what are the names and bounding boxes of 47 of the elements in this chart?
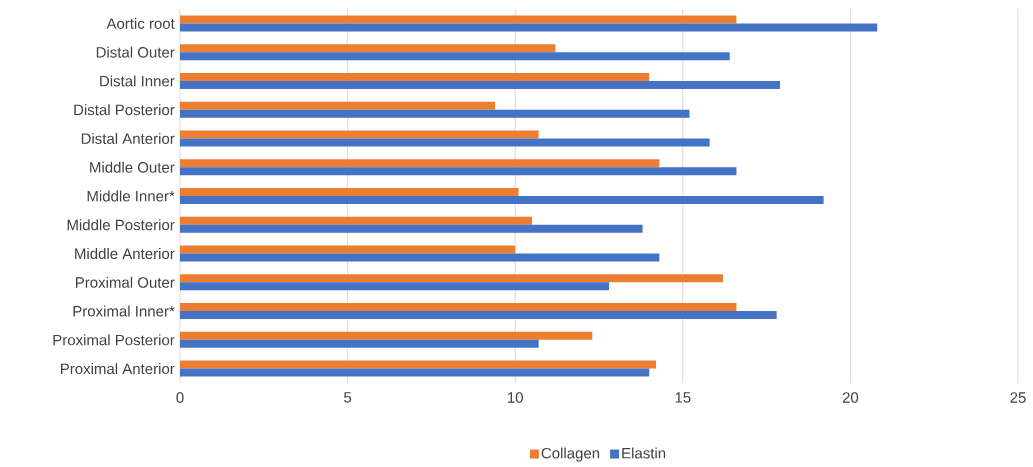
bar <box>180 15 737 24</box>
bar <box>180 101 496 110</box>
bar <box>180 331 593 340</box>
bar <box>180 303 737 312</box>
y-tick-label: Distal Anterior <box>81 132 175 144</box>
bar <box>180 245 516 254</box>
bar <box>180 274 724 283</box>
bar <box>180 52 730 61</box>
bar <box>180 253 660 262</box>
x-tick-label: 10 <box>508 392 523 403</box>
bar <box>180 72 650 81</box>
x-tick-label: 0 <box>176 392 184 403</box>
bar <box>180 224 643 233</box>
bar <box>180 159 660 168</box>
bar <box>180 282 610 291</box>
y-tick-label: Distal Inner <box>100 75 175 87</box>
y-tick-label: Middle Anterior <box>75 248 175 260</box>
y-tick-label: Middle Posterior <box>67 219 175 231</box>
bar <box>180 311 777 320</box>
y-tick-label: Distal Outer <box>96 46 175 58</box>
x-tick-label: 5 <box>344 392 352 403</box>
y-tick-label: Middle Inner* <box>87 190 175 202</box>
bar <box>180 130 539 139</box>
bar <box>180 188 519 196</box>
x-tick-label: 15 <box>675 392 691 403</box>
legend-label: Collagen <box>541 447 600 462</box>
y-tick-label: Proximal Anterior <box>61 363 175 375</box>
legend-label: Elastin <box>622 447 666 459</box>
y-tick-label: Distal Posterior <box>74 104 175 116</box>
bar <box>180 368 650 377</box>
bar <box>180 138 710 147</box>
y-tick-label: Middle Outer <box>90 161 175 173</box>
bar <box>180 339 539 348</box>
bar <box>180 196 824 204</box>
bar <box>180 360 656 369</box>
x-tick-label: 25 <box>1010 392 1026 403</box>
y-tick-label: Proximal Inner* <box>73 305 175 317</box>
bar <box>180 216 532 225</box>
y-tick-label: Aortic root <box>106 17 175 29</box>
x-tick-label: 20 <box>842 392 859 403</box>
bar <box>180 167 737 176</box>
bar <box>180 80 781 89</box>
y-tick-label: Proximal Outer <box>76 276 175 288</box>
y-tick-label: Proximal Posterior <box>53 334 175 346</box>
bar <box>180 23 878 32</box>
bar <box>180 44 556 53</box>
bar <box>180 109 690 118</box>
